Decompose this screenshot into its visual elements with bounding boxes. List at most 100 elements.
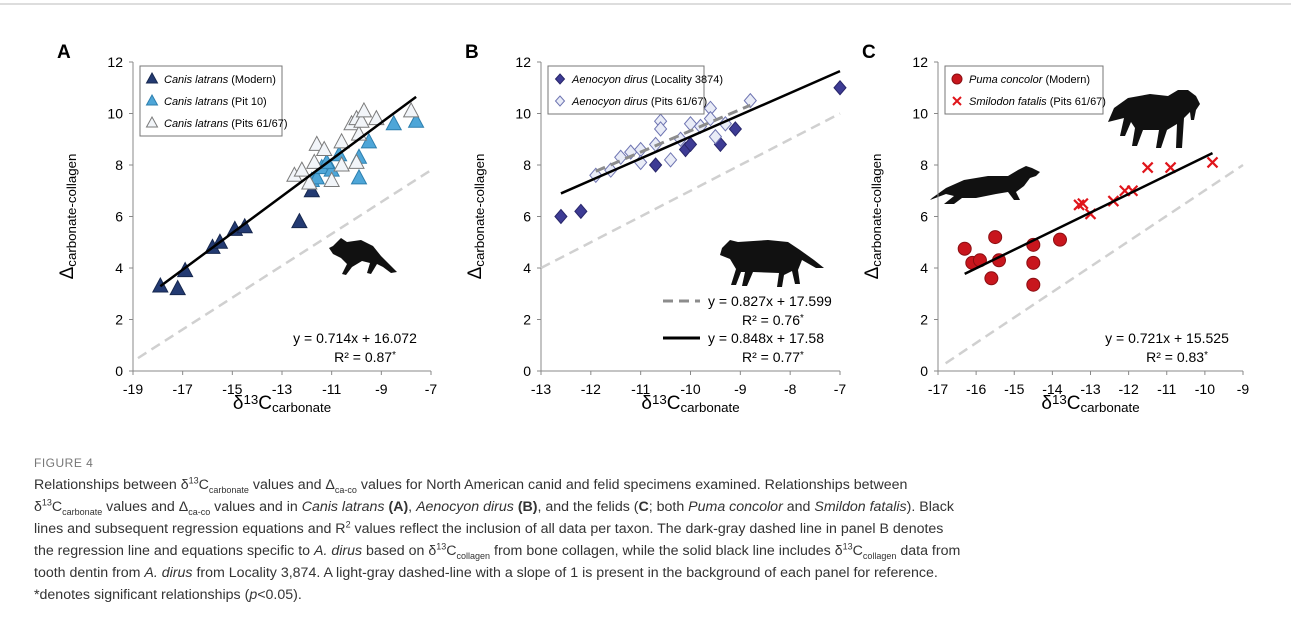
text-run: δ xyxy=(641,393,652,414)
y-tick-label: 8 xyxy=(115,157,123,173)
y-tick-label: 4 xyxy=(920,260,928,276)
x-tick-label: -10 xyxy=(680,381,700,397)
y-axis-label: Δcarbonate-collagen xyxy=(862,154,884,280)
text-run: Δ xyxy=(862,266,883,279)
text-run: carbonate xyxy=(1080,400,1139,415)
caption-run: ca-co xyxy=(188,506,211,517)
caption-run: (B) xyxy=(517,499,538,515)
x-axis-label: δ13Ccarbonate xyxy=(233,392,331,415)
text-run: carbonate-collagen xyxy=(64,154,79,267)
caption-run: and xyxy=(782,499,815,515)
caption: FIGURE 4 Relationships between δ13Ccarbo… xyxy=(34,452,1274,606)
text-run: 13 xyxy=(1052,392,1067,407)
caption-run: based on δ xyxy=(362,543,437,559)
point xyxy=(305,153,323,169)
legend-label: Aenocyon dirus (Locality 3874) xyxy=(571,74,723,86)
panel-letter: C xyxy=(862,42,876,63)
text-run: * xyxy=(1204,350,1208,361)
x-axis-label: δ13Ccarbonate xyxy=(641,392,739,415)
caption-run: p xyxy=(249,587,258,603)
point xyxy=(648,157,663,173)
regression-line xyxy=(964,152,1214,275)
caption-run: 13 xyxy=(41,497,52,508)
x-tick-label: -9 xyxy=(375,381,388,397)
point xyxy=(743,92,757,109)
text-run: 13 xyxy=(652,392,667,407)
legend-label: Puma concolor (Modern) xyxy=(969,74,1090,86)
y-tick-label: 6 xyxy=(115,209,123,225)
caption-run: , xyxy=(408,499,417,515)
y-tick-label: 2 xyxy=(523,312,531,328)
legend-box xyxy=(547,65,705,115)
point xyxy=(300,173,318,190)
caption-run: 13 xyxy=(842,541,853,552)
point xyxy=(407,112,425,128)
caption-run: 13 xyxy=(436,541,447,552)
caption-line: the regression line and equations specif… xyxy=(34,540,1274,562)
text-run: y = 0.848x + 17.58 xyxy=(708,330,824,346)
point xyxy=(574,203,588,220)
y-tick-label: 2 xyxy=(920,312,928,328)
x-tick-label: -7 xyxy=(425,381,438,397)
y-tick-label: 4 xyxy=(523,260,531,276)
point xyxy=(663,152,678,168)
text-run: C xyxy=(667,393,681,414)
y-tick-label: 10 xyxy=(912,106,928,122)
equation: y = 0.827x + 17.599 xyxy=(708,293,832,309)
equation: y = 0.848x + 17.58 xyxy=(708,330,824,346)
y-tick-label: 6 xyxy=(523,209,531,225)
legend-swatch xyxy=(951,73,963,85)
point xyxy=(308,135,326,151)
caption-run: collagen xyxy=(456,550,491,561)
y-tick-label: 4 xyxy=(115,260,123,276)
point xyxy=(1141,161,1154,174)
caption-run: carbonate xyxy=(208,484,249,495)
x-tick-label: -11 xyxy=(631,381,650,397)
caption-run: Puma concolor xyxy=(688,499,783,515)
caption-line: tooth dentin from A. dirus from Locality… xyxy=(34,562,1274,584)
legend-box xyxy=(944,65,1104,115)
text-run: carbonate xyxy=(680,400,739,415)
caption-run: , and the felids ( xyxy=(537,499,639,515)
point xyxy=(1073,199,1085,211)
caption-run: <0.05). xyxy=(257,587,302,603)
point xyxy=(385,114,403,131)
point xyxy=(683,116,698,132)
x-tick-label: -12 xyxy=(581,381,601,397)
caption-run: 13 xyxy=(188,475,199,486)
x-tick-label: -15 xyxy=(222,381,242,397)
x-tick-label: -16 xyxy=(966,381,986,397)
point xyxy=(708,128,723,145)
x-tick-label: -9 xyxy=(1237,381,1250,397)
caption-run: tooth dentin from xyxy=(34,565,145,581)
point xyxy=(833,79,847,96)
caption-line: *denotes significant relationships (p<0.… xyxy=(34,584,1274,606)
caption-run: *denotes significant relationships ( xyxy=(34,587,250,603)
x-tick-label: -13 xyxy=(1080,381,1100,397)
x-tick-label: -15 xyxy=(1004,381,1024,397)
y-tick-label: 0 xyxy=(920,363,928,379)
caption-run: lines and subsequent regression equation… xyxy=(34,521,346,537)
legend-label: Canis latrans (Modern) xyxy=(164,74,276,86)
caption-run: data from xyxy=(896,543,961,559)
point xyxy=(169,279,187,296)
point xyxy=(293,161,311,177)
legend-label: Canis latrans (Pits 61/67) xyxy=(164,118,288,130)
point xyxy=(355,101,373,118)
caption-run: collagen xyxy=(862,550,897,561)
coyote-silhouette xyxy=(329,238,397,275)
point xyxy=(315,140,333,157)
point xyxy=(1077,197,1089,210)
point xyxy=(1026,277,1041,292)
caption-run: ). Black xyxy=(906,499,954,515)
caption-run: carbonate xyxy=(62,506,103,517)
point xyxy=(1053,232,1067,247)
text-run: carbonate-collagen xyxy=(869,154,884,267)
r-squared: R² = 0.76* xyxy=(742,312,804,328)
x-tick-label: -14 xyxy=(1042,381,1062,397)
text-run: carbonate-collagen xyxy=(472,154,487,267)
x-axis-label: δ13Ccarbonate xyxy=(1041,392,1139,415)
r-squared: R² = 0.87* xyxy=(334,349,396,365)
point xyxy=(333,155,350,172)
caption-run: values for North American canid and feli… xyxy=(356,477,908,493)
